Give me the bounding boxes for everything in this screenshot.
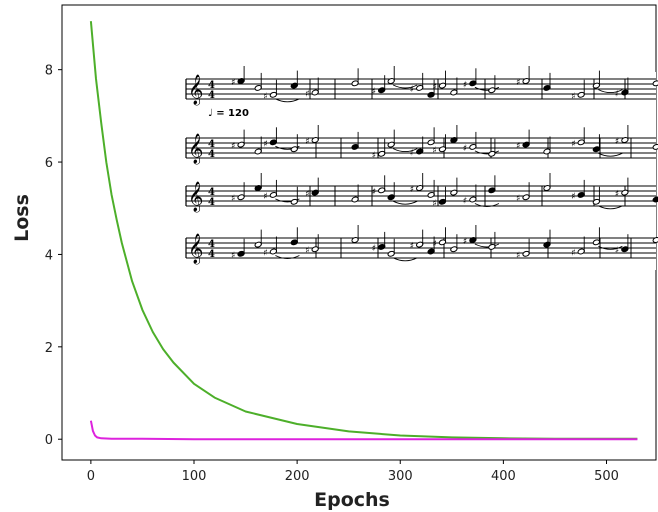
sharp-icon: ♯ [571,192,575,202]
sharp-icon: ♯ [410,242,414,252]
time-signature-bottom: 4 [208,90,215,101]
tempo-marking: ♩ = 120 [208,108,249,119]
sharp-icon: ♯ [372,87,376,97]
tie [474,86,500,91]
sharp-icon: ♯ [372,151,376,161]
time-signature-bottom: 4 [208,249,215,260]
series-line-1 [89,21,638,440]
sharp-icon: ♯ [571,249,575,259]
x-tick-label: 300 [388,469,413,484]
tie [392,148,418,153]
sharp-icon: ♯ [615,246,619,256]
sharp-icon: ♯ [615,90,619,100]
sharp-icon: ♯ [463,237,467,247]
time-signature-top: 4 [208,139,215,150]
tie [392,257,418,262]
sharp-icon: ♯ [463,144,467,154]
sharp-icon: ♯ [263,139,267,149]
x-tick-label: 500 [594,469,619,484]
inset-background [186,72,656,270]
sharp-icon: ♯ [410,85,414,95]
treble-clef-icon: 𝄞 [188,133,203,165]
sharp-icon: ♯ [516,251,520,261]
sharp-icon: ♯ [433,146,437,156]
sharp-icon: ♯ [231,78,235,88]
chart-series [89,21,638,441]
sheet-music-image: 𝄞 44♯♯ ♯ ♯ ♯ ♯ ♯ ♯♯ ♯𝄞 44♯ ♯ ♯♯ ♯ ♯ ♯ ♯ ♯ ♯𝄞 44 ♯ ♯ ♯ ♯ ♯♯ ♯ ♯ ♯ ♯𝄞… [185,66,658,270]
time-signature-top: 4 [208,187,215,198]
tie [474,203,500,207]
x-tick-label: 200 [285,469,310,484]
tie [598,205,623,210]
treble-clef-icon: 𝄞 [188,233,203,265]
sharp-icon: ♯ [516,78,520,88]
tie [598,89,623,94]
sharp-icon: ♯ [231,194,235,204]
time-signature-bottom: 4 [208,197,215,208]
sharp-icon: ♯ [305,190,309,200]
sharp-icon: ♯ [410,185,414,195]
sharp-icon: ♯ [433,83,437,93]
tie [474,243,500,248]
chart-ticks: 0 100 200 300 400 500 0 2 4 6 8 [45,64,619,484]
time-signature-top: 4 [208,80,215,91]
sharp-icon: ♯ [263,92,267,102]
treble-clef-icon: 𝄞 [188,181,203,213]
sharp-icon: ♯ [516,194,520,204]
x-tick-label: 400 [491,469,516,484]
x-tick-label: 100 [182,469,207,484]
tie [392,200,418,205]
tie [275,255,300,259]
x-axis-label: Epochs [314,489,390,511]
sharp-icon: ♯ [433,199,437,209]
tie [392,84,418,89]
sharp-icon: ♯ [263,249,267,259]
sharp-icon: ♯ [372,187,376,197]
tie [474,150,500,155]
sharp-icon: ♯ [372,244,376,254]
treble-clef-icon: 𝄞 [188,74,203,106]
sharp-icon: ♯ [615,137,619,147]
sharp-icon: ♯ [516,142,520,152]
sharp-icon: ♯ [463,197,467,207]
sharp-icon: ♯ [571,139,575,149]
y-tick-label: 2 [45,341,53,356]
sharp-icon: ♯ [305,90,309,100]
tie [275,98,300,103]
sharp-icon: ♯ [231,142,235,152]
sharp-icon: ♯ [615,190,619,200]
sharp-icon: ♯ [433,239,437,249]
time-signature-top: 4 [208,239,215,250]
sharp-icon: ♯ [263,192,267,202]
time-signature-bottom: 4 [208,149,215,160]
sharp-icon: ♯ [410,149,414,159]
y-tick-label: 8 [45,64,53,79]
series-line-2 [89,420,638,441]
sharp-icon: ♯ [571,92,575,102]
y-axis-label: Loss [11,194,33,242]
tie [598,152,623,157]
sharp-icon: ♯ [231,251,235,261]
y-tick-label: 6 [45,156,53,171]
tie [598,245,623,250]
sharp-icon: ♯ [305,246,309,256]
sharp-icon: ♯ [305,137,309,147]
y-tick-label: 0 [45,433,53,448]
x-tick-label: 0 [87,469,95,484]
y-tick-label: 4 [45,248,53,263]
sharp-icon: ♯ [463,80,467,90]
